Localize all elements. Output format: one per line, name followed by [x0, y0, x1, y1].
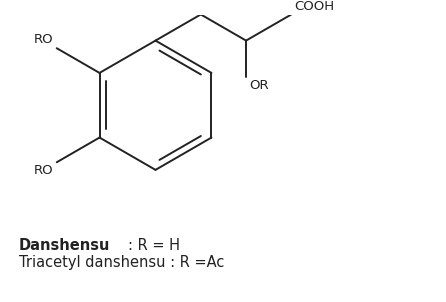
Text: Triacetyl danshensu : R =Ac: Triacetyl danshensu : R =Ac	[19, 255, 224, 270]
Text: RO: RO	[34, 33, 54, 46]
Text: OR: OR	[249, 79, 268, 92]
Text: RO: RO	[34, 164, 54, 177]
Text: : R = H: : R = H	[128, 238, 180, 252]
Text: Danshensu: Danshensu	[19, 238, 110, 252]
Text: COOH: COOH	[294, 0, 334, 13]
